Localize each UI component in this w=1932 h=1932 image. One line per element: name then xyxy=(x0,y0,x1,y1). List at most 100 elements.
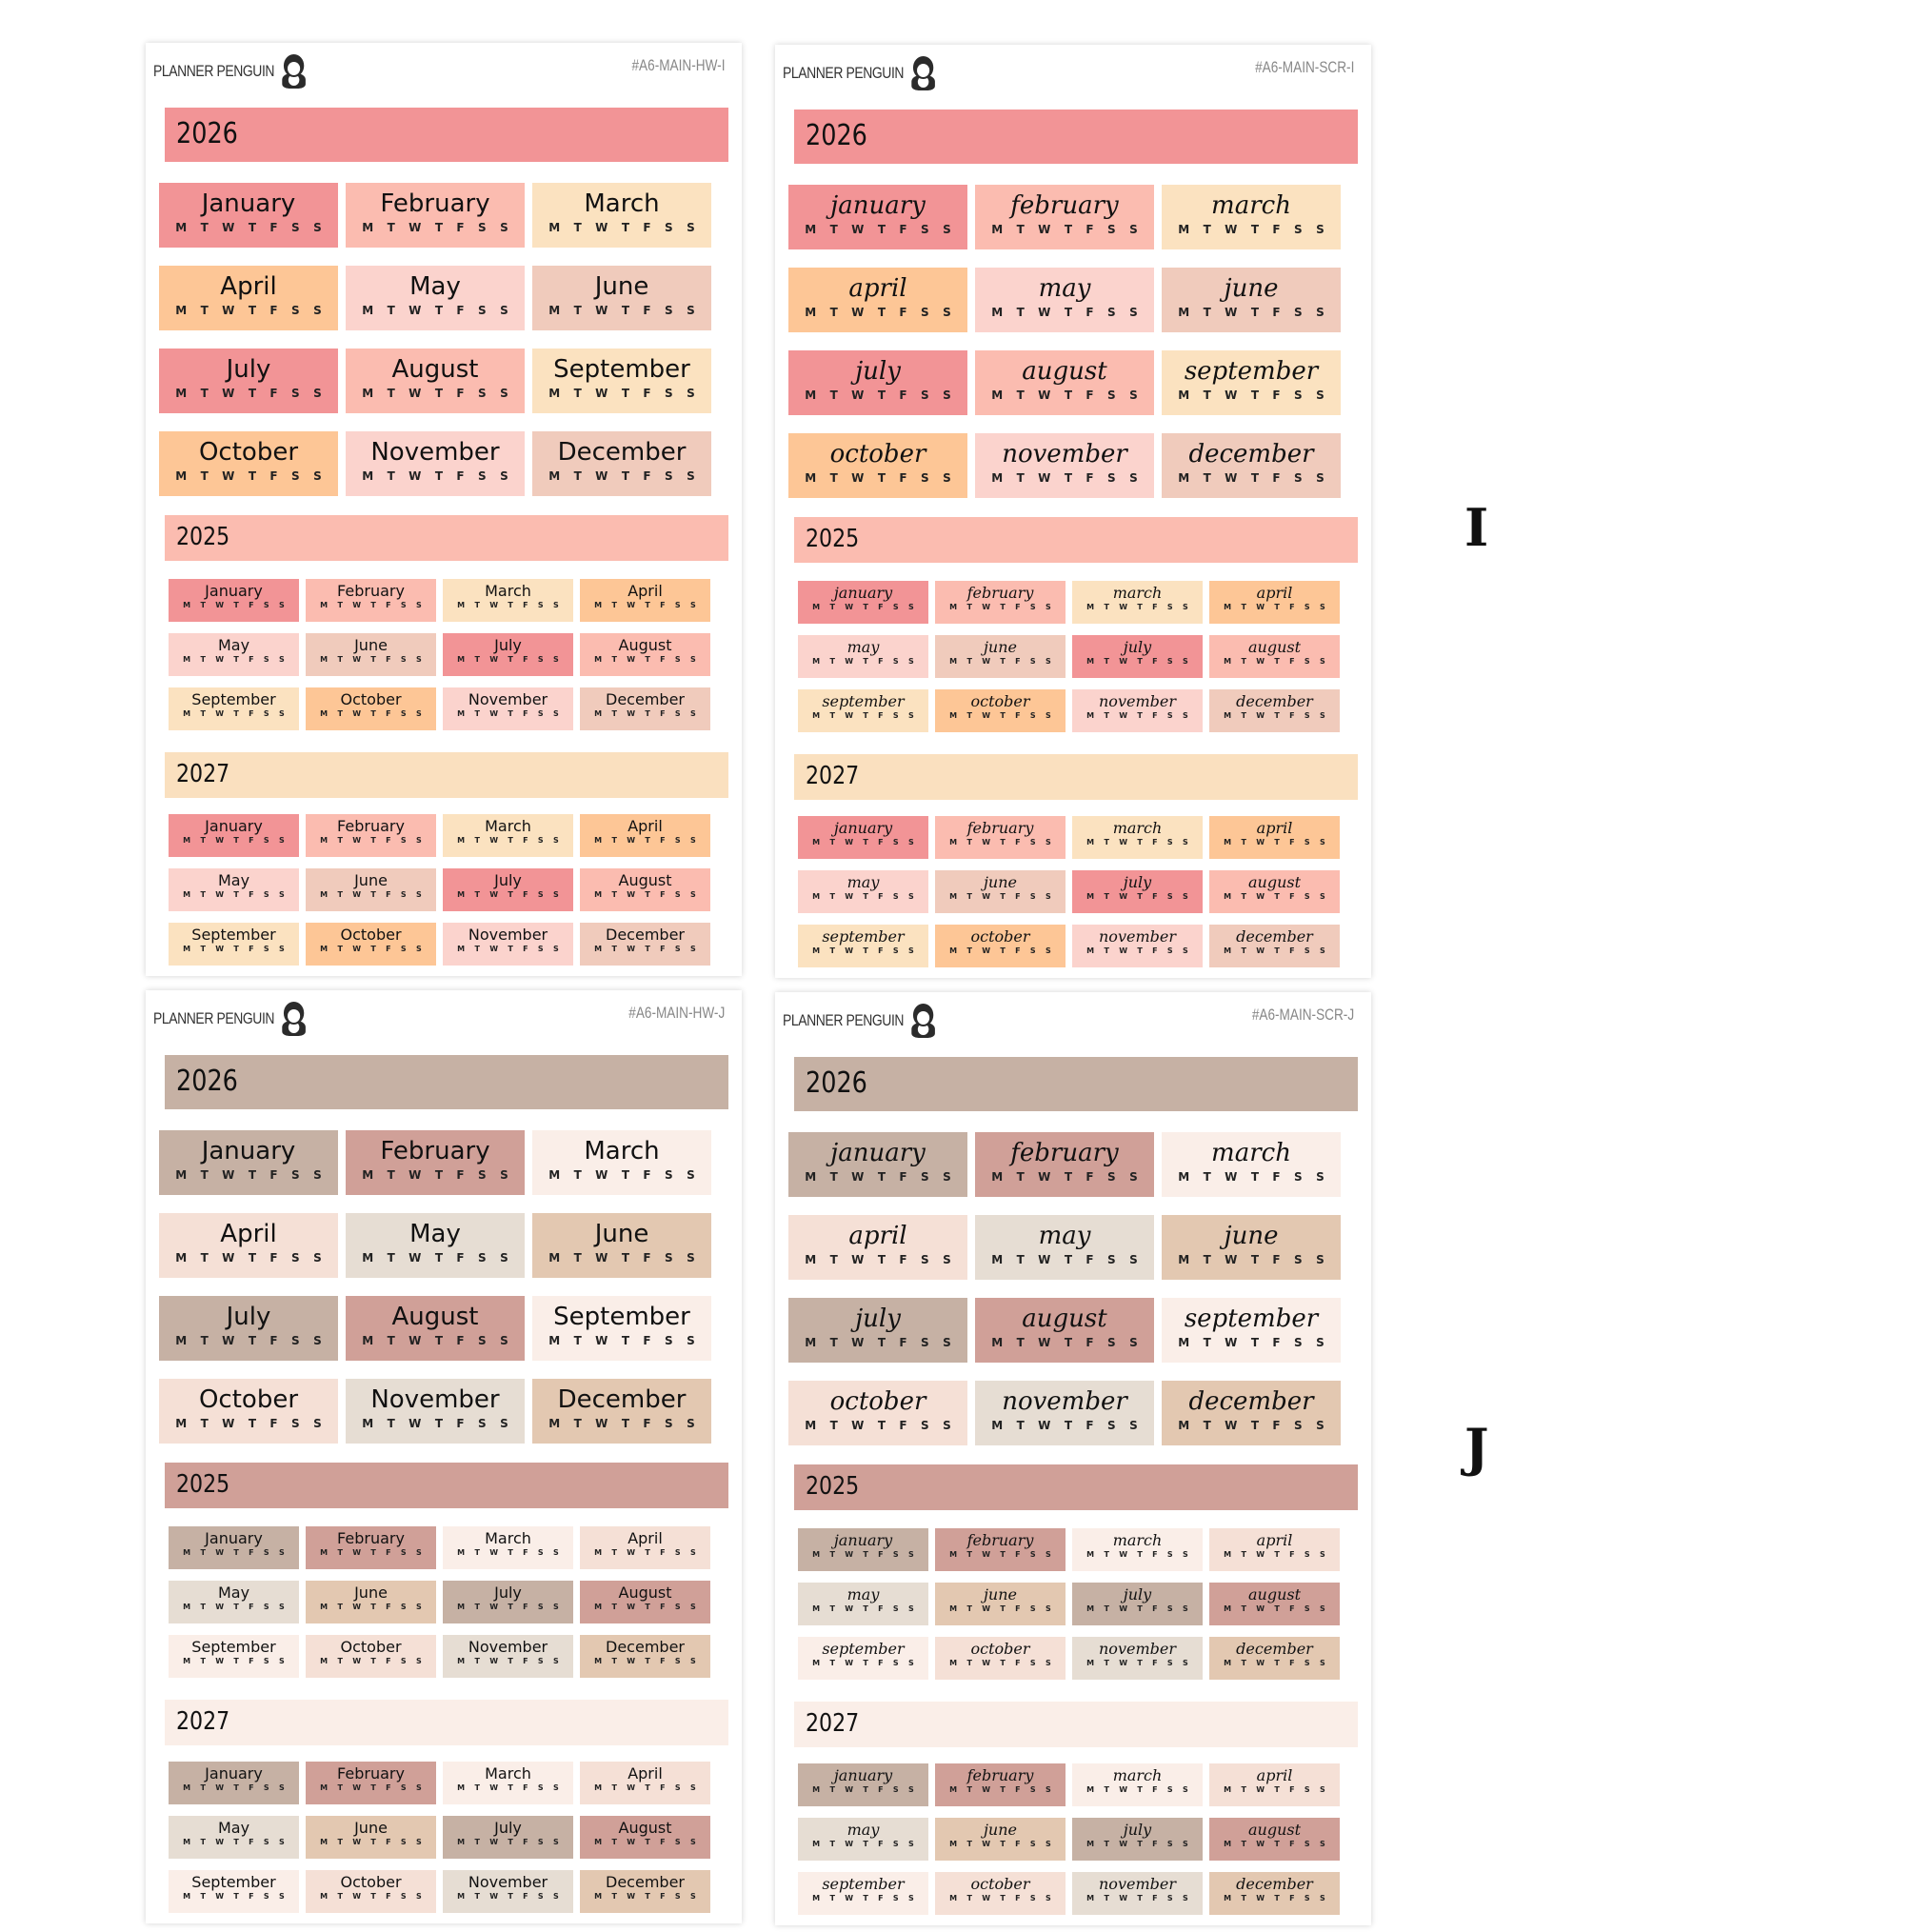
weekday-letter: W xyxy=(1119,657,1128,666)
weekday-letter: M xyxy=(949,1550,958,1559)
weekday-letter: T xyxy=(508,1892,513,1901)
weekday-letter: W xyxy=(627,601,636,609)
weekday-letter: T xyxy=(1137,946,1143,955)
month-sticker: february M T W T F S S xyxy=(935,581,1066,624)
weekday-letter: T xyxy=(877,1170,886,1184)
month-name: may xyxy=(846,1585,880,1603)
weekday-letter: M xyxy=(1086,1894,1095,1902)
month-name: January xyxy=(205,817,263,835)
weekday-letter: T xyxy=(611,655,617,664)
weekday-letter: T xyxy=(248,469,256,483)
weekday-letter: T xyxy=(1241,1785,1246,1794)
month-name: january xyxy=(833,1531,893,1549)
weekday-letter: T xyxy=(337,655,343,664)
month-name: february xyxy=(966,1531,1034,1549)
weekday-letter: S xyxy=(553,1603,559,1611)
weekday-letter: S xyxy=(674,890,681,899)
weekday-letter: F xyxy=(1152,657,1158,666)
brand-name: PLANNER PENGUIN xyxy=(783,64,905,82)
weekday-letter: W xyxy=(408,469,422,483)
weekday-letter: W xyxy=(595,1334,608,1347)
weekday-letter: T xyxy=(829,1170,838,1184)
weekday-letter: W xyxy=(982,892,991,901)
weekday-letter: T xyxy=(508,655,513,664)
weekday-letter: S xyxy=(665,1168,673,1182)
weekday-letter: S xyxy=(1046,838,1051,846)
month-sticker: January M T W T F S S xyxy=(169,579,299,622)
weekday-letter: S xyxy=(943,1419,951,1432)
weekday-letter: W xyxy=(845,657,854,666)
weekday-letter: S xyxy=(943,1253,951,1266)
weekday-letter: W xyxy=(1119,1785,1128,1794)
month-name: april xyxy=(1256,1531,1293,1549)
weekday-letter: M xyxy=(183,945,191,953)
weekday-letter: M xyxy=(1224,838,1232,846)
weekday-letter: T xyxy=(863,603,868,611)
weekday-letter: T xyxy=(863,1785,868,1794)
weekday-letter: F xyxy=(878,603,884,611)
weekday-letter: T xyxy=(645,1783,650,1792)
weekday-letter: S xyxy=(687,387,695,400)
weekday-letter: S xyxy=(690,1603,696,1611)
weekday-letter: S xyxy=(313,1334,322,1347)
month-name: june xyxy=(983,873,1018,891)
month-name: February xyxy=(380,189,490,218)
month-name: June xyxy=(354,1583,388,1602)
weekday-letter: S xyxy=(921,388,929,402)
weekday-letter: M xyxy=(175,1251,188,1265)
month-name: june xyxy=(1224,274,1279,303)
month-name: december xyxy=(1188,1387,1314,1416)
weekday-letter: M xyxy=(1224,603,1232,611)
month-name: november xyxy=(1099,692,1176,710)
weekday-letter: T xyxy=(1250,388,1259,402)
weekday-letter: W xyxy=(352,655,362,664)
weekday-letter: T xyxy=(474,1548,480,1557)
month-sticker: september M T W T F S S xyxy=(798,925,928,967)
weekday-letter: S xyxy=(1183,603,1188,611)
weekday-letter: M xyxy=(362,221,374,234)
weekday-letter: S xyxy=(478,1251,487,1265)
weekday-letter: S xyxy=(1166,892,1173,901)
month-name: February xyxy=(337,582,405,600)
weekday-letter: S xyxy=(908,946,914,955)
weekday-letter: S xyxy=(687,1251,695,1265)
month-sticker: April M T W T F S S xyxy=(580,1762,710,1804)
weekday-letter: W xyxy=(595,469,608,483)
weekday-letter: T xyxy=(1137,1894,1143,1902)
weekday-letter: S xyxy=(1304,711,1310,720)
weekday-letter: M xyxy=(1224,657,1232,666)
month-name: April xyxy=(627,582,663,600)
month-name: October xyxy=(340,1638,402,1656)
month-sticker: June M T W T F S S xyxy=(306,633,436,676)
weekday-letter: T xyxy=(1064,306,1072,319)
weekday-letter: S xyxy=(400,709,407,718)
weekday-letter: F xyxy=(899,306,907,319)
weekday-letter: W xyxy=(845,946,854,955)
weekday-letter: M xyxy=(457,1603,466,1611)
weekday-letter: F xyxy=(456,387,465,400)
weekday-letter: S xyxy=(921,1419,929,1432)
weekday-letter: S xyxy=(291,304,300,317)
weekday-letter: F xyxy=(523,890,528,899)
weekday-letter: W xyxy=(489,836,499,845)
month-name: january xyxy=(830,1139,926,1167)
weekday-letter: T xyxy=(1274,657,1280,666)
weekday-letter: S xyxy=(263,601,269,609)
weekday-letter: M xyxy=(1178,223,1190,236)
weekday-letter: T xyxy=(1137,838,1143,846)
weekday-letter: T xyxy=(474,655,480,664)
month-sticker: october M T W T F S S xyxy=(935,1637,1066,1680)
month-name: february xyxy=(966,1766,1034,1784)
weekday-letter: T xyxy=(573,304,582,317)
weekday-letter: S xyxy=(687,304,695,317)
